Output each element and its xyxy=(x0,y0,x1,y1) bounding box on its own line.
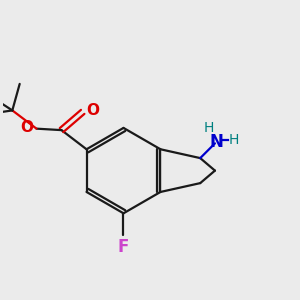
Text: H: H xyxy=(229,134,239,147)
Text: H: H xyxy=(204,122,214,135)
Text: F: F xyxy=(118,238,129,256)
Text: N: N xyxy=(209,133,224,151)
Text: O: O xyxy=(20,120,33,135)
Text: O: O xyxy=(86,103,99,118)
